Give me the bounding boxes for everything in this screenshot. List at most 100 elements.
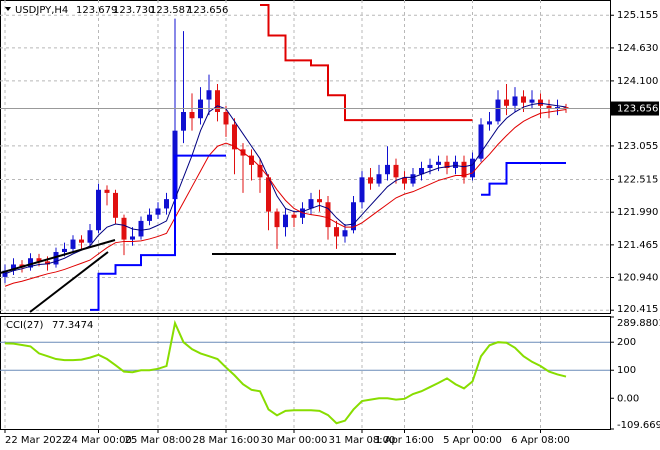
candle-body [504, 99, 509, 106]
candle-body [461, 161, 467, 178]
candle-body [487, 121, 492, 125]
ohlc-close: 123.656 [187, 5, 228, 16]
candle-body [266, 177, 271, 212]
candle-body [215, 90, 220, 113]
trendline [29, 251, 109, 313]
candle-body [45, 261, 50, 265]
price-panel [0, 0, 611, 314]
candle-body [308, 199, 314, 209]
candle-body [529, 99, 535, 103]
candle-body [147, 214, 152, 221]
y-tick-label: 124.100 [617, 76, 658, 87]
candle-body [70, 239, 76, 249]
candle-body [359, 177, 365, 203]
candle-body [121, 217, 127, 240]
candle-body [36, 258, 42, 262]
candle-body [104, 189, 110, 193]
candle-body [351, 202, 356, 231]
y-tick-label: 120.940 [617, 273, 658, 284]
candle-body [453, 161, 458, 169]
y-tick-label: 120.415 [617, 304, 658, 315]
y-tick-label: 200 [617, 337, 636, 348]
last-price-box [611, 101, 659, 116]
candle-body [563, 107, 569, 109]
candle-body [283, 214, 288, 228]
candle-body [223, 112, 229, 125]
symbol-title: USDJPY,H4 [15, 5, 68, 16]
candle-body [274, 211, 280, 228]
y-tick-label: 125.155 [617, 10, 658, 21]
x-tick-label: 30 Mar 00:00 [261, 435, 328, 446]
y-tick-label: 100 [617, 365, 636, 376]
y-tick-label: -109.6698 [617, 420, 660, 431]
indicator-line [260, 3, 473, 122]
candle-body [478, 124, 484, 159]
candle-body [249, 155, 254, 165]
y-tick-label: 123.055 [617, 141, 658, 152]
candle-body [325, 202, 331, 228]
ohlc-open: 123.679 [76, 5, 117, 16]
indicator-line [4, 319, 567, 425]
candle-body [206, 90, 212, 100]
candle-body [28, 258, 33, 268]
candle-body [512, 96, 518, 106]
cci-title: CCI(27) [6, 320, 44, 331]
candle-body [521, 96, 526, 103]
candle-body [436, 161, 441, 165]
symbol-arrow [5, 7, 11, 11]
candle-body [368, 177, 373, 184]
candle-body [189, 112, 195, 119]
x-tick-label: 24 Mar 00:00 [65, 435, 132, 446]
candle-body [376, 174, 382, 184]
x-tick-label: 1 Apr 16:00 [375, 435, 434, 446]
candle-body [291, 214, 297, 218]
y-tick-label: 0.00 [617, 393, 639, 404]
candle-body [96, 189, 101, 231]
ohlc-low: 123.587 [150, 5, 191, 16]
candle-body [546, 105, 552, 109]
candle-body [130, 236, 135, 240]
candle-body [155, 208, 161, 215]
candle-body [427, 164, 433, 169]
candle-body [555, 107, 560, 109]
y-tick-label: 124.630 [617, 43, 658, 54]
x-tick-label: 6 Apr 08:00 [511, 435, 570, 446]
indicator-line [4, 102, 567, 275]
cci-value: 77.3474 [52, 320, 93, 331]
candle-body [393, 164, 399, 178]
candle-body [53, 252, 59, 265]
y-tick-label: 121.465 [617, 240, 658, 251]
candle-body [79, 239, 84, 243]
candle-body [470, 158, 475, 178]
x-tick-label: 28 Mar 16:00 [193, 435, 260, 446]
candle-body [385, 164, 390, 175]
candle-body [232, 124, 237, 150]
candle-body [11, 264, 16, 271]
candle-body [342, 230, 348, 237]
candle-body [113, 192, 118, 218]
x-tick-label: 25 Mar 08:00 [125, 435, 192, 446]
candle-body [419, 168, 424, 175]
candle-body [334, 227, 339, 237]
candle-body [402, 177, 407, 184]
ohlc-high: 123.730 [113, 5, 154, 16]
y-tick-label: 289.8801 [617, 318, 660, 329]
x-tick-label: 22 Mar 2022 [5, 435, 68, 446]
candle-body [257, 164, 263, 178]
candle-body [317, 199, 322, 203]
x-tick-label: 5 Apr 00:00 [443, 435, 502, 446]
trendline [0, 239, 116, 274]
candle-body [62, 248, 67, 253]
candle-body [410, 174, 416, 184]
y-tick-label: 121.990 [617, 207, 658, 218]
x-tick-label: 31 Mar 08:00 [329, 435, 396, 446]
indicator-line [4, 109, 567, 287]
candle-body [444, 161, 450, 169]
candle-body [164, 199, 169, 209]
candle-body [538, 99, 543, 106]
indicator-line [90, 154, 566, 311]
candle-body [495, 99, 501, 122]
candle-body [181, 112, 186, 131]
candle-body [87, 230, 93, 243]
